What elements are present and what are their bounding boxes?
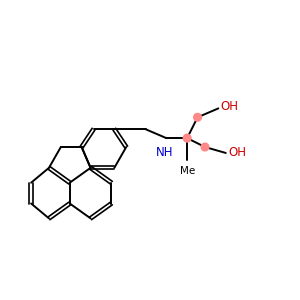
Text: Me: Me [179,166,195,176]
Text: OH: OH [228,146,246,160]
Circle shape [201,143,209,151]
Circle shape [183,134,191,142]
Circle shape [194,113,201,121]
Text: NH: NH [156,146,174,159]
Text: OH: OH [221,100,239,113]
